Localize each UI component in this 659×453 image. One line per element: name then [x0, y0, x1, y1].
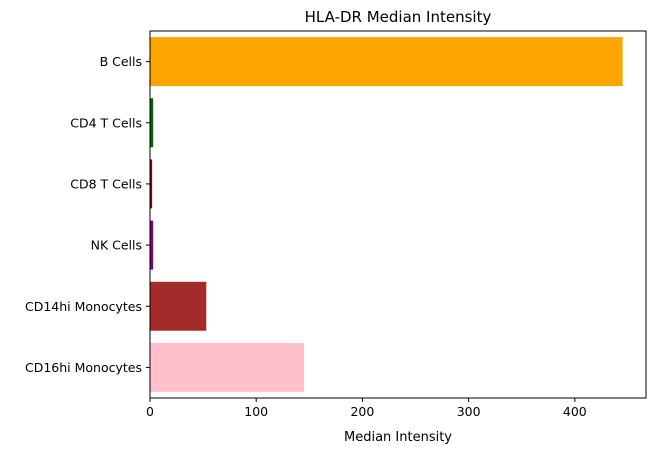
y-tick-label: CD16hi Monocytes [25, 360, 142, 375]
y-tick-label: CD8 T Cells [70, 176, 142, 191]
x-tick-label: 0 [146, 404, 154, 419]
x-tick-label: 100 [244, 404, 268, 419]
x-tick-label: 400 [563, 404, 587, 419]
y-tick-label: CD14hi Monocytes [25, 299, 142, 314]
bar-nk-cells [150, 220, 154, 270]
y-tick-label: NK Cells [91, 238, 142, 253]
bar-cd14hi-monocytes [150, 281, 207, 331]
y-tick-label: B Cells [100, 54, 142, 69]
y-tick-label: CD4 T Cells [70, 115, 142, 130]
bar-cd4-t-cells [150, 98, 154, 148]
bar-cd8-t-cells [150, 159, 153, 209]
x-tick-label: 300 [457, 404, 481, 419]
bar-cd16hi-monocytes [150, 342, 305, 392]
x-tick-label: 200 [350, 404, 374, 419]
plot-frame [149, 30, 647, 399]
bar-b-cells [150, 37, 623, 87]
bars-group [150, 37, 623, 392]
x-axis-label: Median Intensity [344, 430, 452, 445]
chart-title: HLA-DR Median Intensity [305, 8, 492, 26]
x-axis-ticks: 0 100 200 300 400 [146, 398, 587, 419]
y-axis-ticks: B Cells CD4 T Cells CD8 T Cells NK Cells CD1… [25, 54, 150, 375]
